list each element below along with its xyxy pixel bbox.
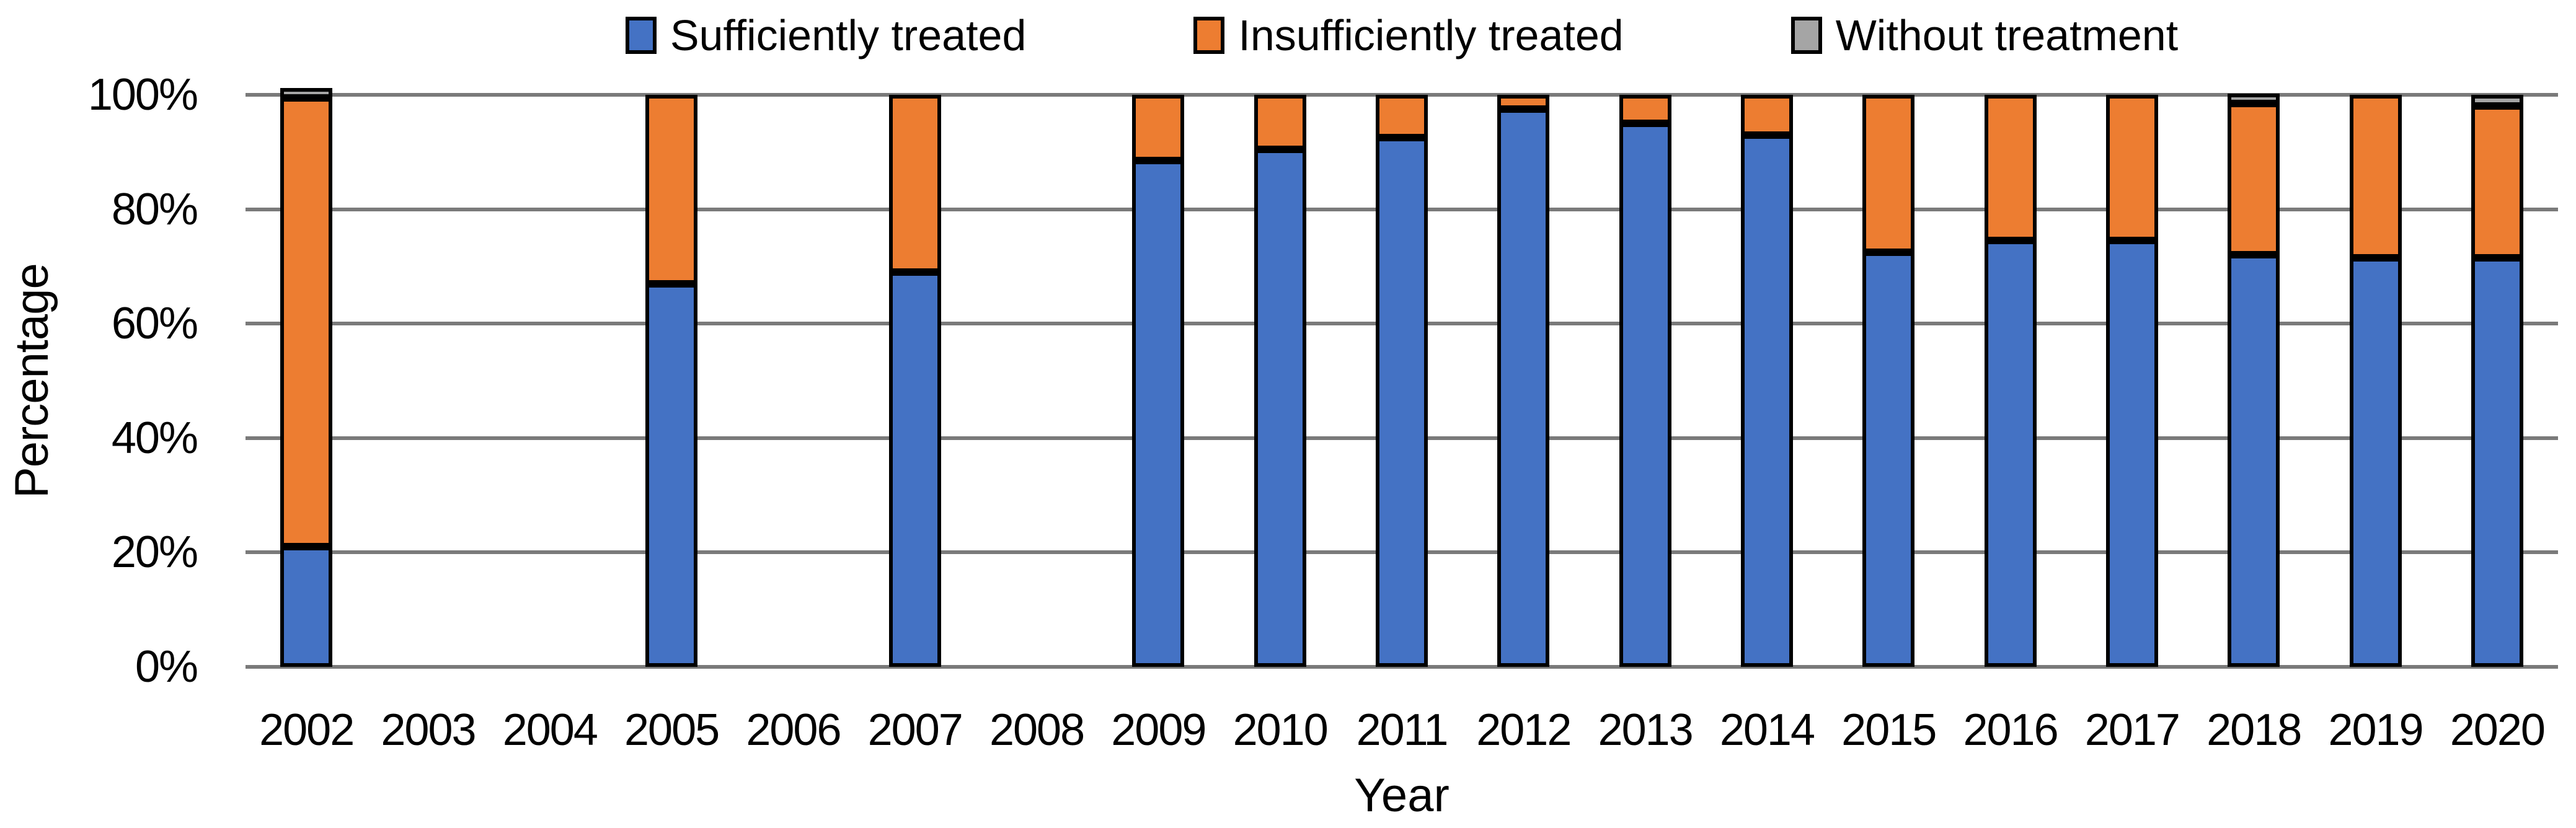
x-tick-label-2019: 2019: [2328, 705, 2423, 755]
x-tick-label-2016: 2016: [1963, 705, 2058, 755]
bar-segment-2005-insufficiently-treated: [645, 95, 698, 284]
y-tick-label: 80%: [111, 184, 198, 234]
y-tick-label: 0%: [135, 642, 198, 692]
bar-segment-2014-insufficiently-treated: [1740, 95, 1793, 135]
bar-segment-2007-sufficiently-treated: [888, 272, 941, 667]
bar-segment-2019-sufficiently-treated: [2349, 258, 2402, 667]
x-tick-label-2020: 2020: [2450, 705, 2546, 755]
bar-segment-2002-sufficiently-treated: [280, 547, 333, 667]
bar-segment-2005-sufficiently-treated: [645, 283, 698, 667]
bar-segment-2018-without-treatment: [2228, 93, 2280, 103]
bar-segment-2012-insufficiently-treated: [1497, 95, 1550, 110]
x-tick-label-2012: 2012: [1476, 705, 1572, 755]
x-tick-label-2003: 2003: [381, 705, 476, 755]
legend-label: Without treatment: [1835, 11, 2179, 59]
legend-item-without-treatment: Without treatment: [1790, 9, 2179, 62]
legend-label: Sufficiently treated: [670, 11, 1027, 59]
bar-segment-2019-insufficiently-treated: [2349, 95, 2402, 258]
bar-segment-2020-sufficiently-treated: [2471, 258, 2523, 667]
bar-segment-2002-insufficiently-treated: [280, 97, 333, 547]
bar-segment-2014-sufficiently-treated: [1740, 134, 1793, 667]
bar-segment-2011-insufficiently-treated: [1376, 95, 1428, 138]
bar-segment-2009-sufficiently-treated: [1132, 161, 1185, 667]
y-tick-label: 40%: [111, 413, 198, 463]
bar-segment-2015-sufficiently-treated: [1862, 252, 1915, 667]
legend-marker-icon: [625, 17, 657, 54]
bar-segment-2020-insufficiently-treated: [2471, 106, 2523, 258]
x-tick-label-2009: 2009: [1111, 705, 1206, 755]
bar-segment-2018-sufficiently-treated: [2228, 255, 2280, 667]
bar-segment-2013-sufficiently-treated: [1619, 123, 1671, 667]
y-tick-label: 100%: [87, 70, 198, 120]
bar-segment-2016-sufficiently-treated: [1984, 240, 2037, 667]
bar-segment-2011-sufficiently-treated: [1376, 138, 1428, 667]
x-tick-label-2004: 2004: [502, 705, 598, 755]
bar-segment-2020-without-treatment: [2471, 95, 2523, 107]
bar-segment-2016-insufficiently-treated: [1984, 95, 2037, 241]
gridline-0%: [246, 665, 2558, 669]
bar-segment-2017-sufficiently-treated: [2105, 240, 2158, 667]
x-axis-tick-labels: 2002 2003 2004 2005 2006 2007 2008 2009 2010 2011…: [246, 707, 2558, 756]
gridline-100%: [246, 93, 2558, 97]
bar-segment-2009-insufficiently-treated: [1132, 95, 1185, 161]
legend: Sufficiently treated Insufficiently treat…: [246, 9, 2558, 62]
bar-segment-2007-insufficiently-treated: [888, 95, 941, 273]
legend-marker-icon: [1193, 17, 1225, 54]
bar-segment-2017-insufficiently-treated: [2105, 95, 2158, 241]
x-axis-title: Year: [1354, 769, 1450, 822]
bar-segment-2002-without-treatment: [280, 87, 333, 98]
x-tick-label-2015: 2015: [1841, 705, 1937, 755]
bar-segment-2013-insufficiently-treated: [1619, 95, 1671, 124]
legend-item-insufficiently-treated: Insufficiently treated: [1193, 9, 1624, 62]
x-tick-label-2014: 2014: [1719, 705, 1815, 755]
legend-item-sufficiently-treated: Sufficiently treated: [625, 9, 1027, 62]
bar-segment-2012-sufficiently-treated: [1497, 109, 1550, 667]
x-tick-label-2006: 2006: [746, 705, 841, 755]
bar-segment-2018-insufficiently-treated: [2228, 103, 2280, 255]
bar-segment-2015-insufficiently-treated: [1862, 95, 1915, 252]
y-tick-label: 20%: [111, 527, 198, 578]
x-tick-label-2010: 2010: [1233, 705, 1329, 755]
legend-label: Insufficiently treated: [1238, 11, 1624, 59]
bar-segment-2010-insufficiently-treated: [1254, 95, 1306, 149]
x-tick-label-2011: 2011: [1356, 705, 1449, 755]
x-tick-label-2005: 2005: [624, 705, 720, 755]
x-tick-label-2013: 2013: [1598, 705, 1694, 755]
x-tick-label-2017: 2017: [2084, 705, 2180, 755]
x-tick-label-2007: 2007: [867, 705, 963, 755]
x-tick-label-2002: 2002: [259, 705, 355, 755]
x-tick-label-2008: 2008: [989, 705, 1085, 755]
y-axis-tick-labels: 0% 20% 40% 60% 80% 100%: [0, 71, 198, 690]
plot-area: [246, 87, 2558, 669]
x-tick-label-2018: 2018: [2206, 705, 2302, 755]
legend-marker-icon: [1790, 17, 1822, 54]
bar-segment-2010-sufficiently-treated: [1254, 149, 1306, 667]
y-tick-label: 60%: [111, 299, 198, 349]
